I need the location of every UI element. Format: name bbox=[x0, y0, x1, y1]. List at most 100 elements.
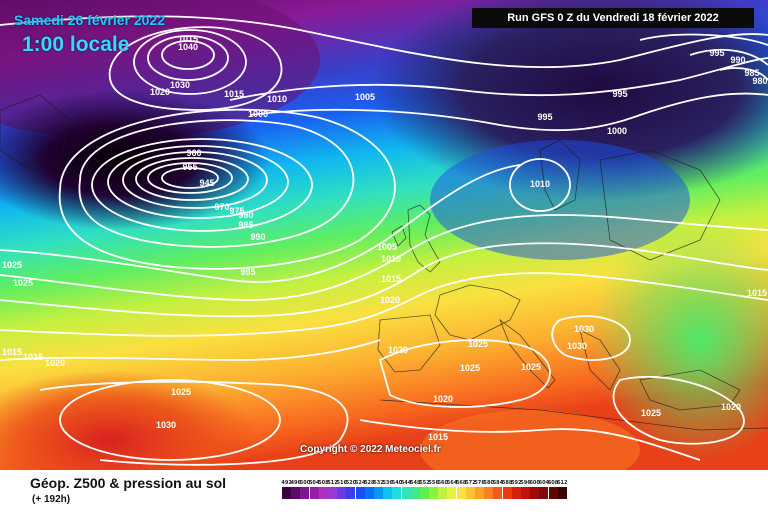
scale-swatch bbox=[337, 487, 347, 499]
scale-swatch bbox=[465, 487, 475, 499]
scale-label: 600 bbox=[529, 480, 540, 486]
scale-label: 588 bbox=[501, 480, 513, 486]
scale-swatch bbox=[456, 487, 466, 499]
weather-map: 1015 1040 1030 1020 1015 1010 1005 1000 995 995 10… bbox=[0, 0, 768, 470]
coastlines bbox=[0, 94, 768, 431]
scale-swatch bbox=[438, 487, 448, 499]
color-scale: 492 496 500 504 508 512 516 520 524 528 532 536 540 5… bbox=[281, 479, 568, 499]
scale-swatch bbox=[548, 487, 558, 499]
scale-label: 500 bbox=[299, 480, 311, 486]
scale-swatch bbox=[282, 487, 292, 499]
scale-swatch bbox=[429, 487, 439, 499]
scale-swatch bbox=[392, 487, 402, 499]
isobar-label: 1020 bbox=[721, 402, 741, 412]
isobar-label: 1010 bbox=[381, 254, 401, 264]
scale-label: 596 bbox=[520, 480, 531, 486]
isobar-label: 1005 bbox=[377, 242, 397, 252]
isobar-label: 1040 bbox=[178, 42, 198, 52]
scale-step: 600 bbox=[529, 479, 540, 499]
scale-swatch bbox=[401, 487, 411, 499]
scale-step: 548 bbox=[410, 479, 420, 499]
scale-label: 496 bbox=[290, 480, 301, 486]
scale-step: 560 bbox=[437, 479, 448, 499]
scale-step: 612 bbox=[557, 479, 568, 499]
eastern-green-zone bbox=[590, 220, 768, 460]
scale-label: 572 bbox=[465, 480, 476, 486]
scale-step: 596 bbox=[520, 479, 531, 499]
scale-swatch bbox=[309, 487, 319, 499]
isobar-label: 980 bbox=[238, 210, 253, 220]
isobar-label: 1015 bbox=[23, 352, 43, 362]
forecast-date: Samedi 26 février 2022 bbox=[14, 12, 165, 28]
model-run-info: Run GFS 0 Z du Vendredi 18 février 2022 bbox=[472, 8, 754, 28]
scale-step: 520 bbox=[346, 479, 356, 499]
scale-label: 504 bbox=[308, 480, 320, 486]
scale-label: 528 bbox=[364, 480, 375, 486]
isobar-label: 1015 bbox=[428, 432, 448, 442]
scale-step: 576 bbox=[474, 479, 485, 499]
blue-trough bbox=[430, 140, 690, 260]
scale-label: 512 bbox=[327, 480, 338, 486]
scale-step: 568 bbox=[456, 479, 466, 499]
northeast-low-zone bbox=[370, 0, 768, 200]
scale-label: 592 bbox=[511, 480, 522, 486]
isobar-label: 1015 bbox=[178, 34, 198, 44]
scale-label: 536 bbox=[382, 480, 393, 486]
atlantic-low-core bbox=[0, 90, 270, 230]
scale-swatch bbox=[502, 487, 512, 499]
scale-step: 504 bbox=[308, 479, 320, 499]
scale-swatch bbox=[383, 487, 393, 499]
isobar-label: 1010 bbox=[530, 179, 550, 189]
south-warm-zone bbox=[420, 410, 640, 470]
scale-label: 560 bbox=[437, 480, 448, 486]
isobar-label: 1020 bbox=[433, 394, 453, 404]
scale-step: 604 bbox=[539, 479, 549, 499]
scale-step: 528 bbox=[364, 479, 375, 499]
scale-label: 612 bbox=[557, 480, 568, 486]
isobar-label: 985 bbox=[238, 220, 253, 230]
isobar-label: 1025 bbox=[13, 278, 33, 288]
isobar-label: 1015 bbox=[2, 347, 22, 357]
isobar-label: 1015 bbox=[381, 274, 401, 284]
scale-step: 556 bbox=[428, 479, 439, 499]
scale-swatch bbox=[328, 487, 338, 499]
scale-swatch bbox=[557, 487, 567, 499]
scale-label: 508 bbox=[318, 480, 329, 486]
scale-label: 608 bbox=[547, 480, 559, 486]
scale-swatch bbox=[291, 487, 301, 499]
forecast-hour: (+ 192h) bbox=[32, 494, 71, 505]
scale-swatch bbox=[539, 487, 549, 499]
scale-step: 508 bbox=[318, 479, 329, 499]
scale-label: 564 bbox=[446, 480, 458, 486]
isobar-label: 1025 bbox=[171, 387, 191, 397]
scale-swatch bbox=[484, 487, 494, 499]
isobar-label: 945 bbox=[199, 178, 214, 188]
isobar-label: 995 bbox=[612, 89, 627, 99]
isobars bbox=[0, 15, 768, 466]
scale-swatch bbox=[493, 487, 503, 499]
isobar-label: 1025 bbox=[460, 363, 480, 373]
scale-swatch bbox=[355, 487, 365, 499]
scale-swatch bbox=[318, 487, 328, 499]
isobar-label: 1015 bbox=[747, 288, 767, 298]
scale-step: 492 bbox=[281, 479, 292, 499]
scale-label: 540 bbox=[391, 480, 403, 486]
scale-swatch bbox=[364, 487, 374, 499]
isobar-label: 1025 bbox=[468, 339, 488, 349]
isobar-label: 1030 bbox=[170, 80, 190, 90]
isobar-label: 995 bbox=[709, 48, 724, 58]
isobar-label: 995 bbox=[240, 267, 255, 277]
isobar-label: 1000 bbox=[248, 109, 268, 119]
local-time: 1:00 locale bbox=[22, 33, 130, 56]
scale-label: 524 bbox=[354, 480, 366, 486]
scale-swatch bbox=[447, 487, 457, 499]
scale-step: 592 bbox=[511, 479, 522, 499]
isobar-label: 980 bbox=[752, 76, 767, 86]
scale-step: 532 bbox=[373, 479, 384, 499]
scale-swatch bbox=[419, 487, 429, 499]
isobar-label: 985 bbox=[744, 68, 759, 78]
isobar-label: 1020 bbox=[380, 295, 400, 305]
isobar-label: 1020 bbox=[150, 87, 170, 97]
isobar-label: 1010 bbox=[267, 94, 287, 104]
